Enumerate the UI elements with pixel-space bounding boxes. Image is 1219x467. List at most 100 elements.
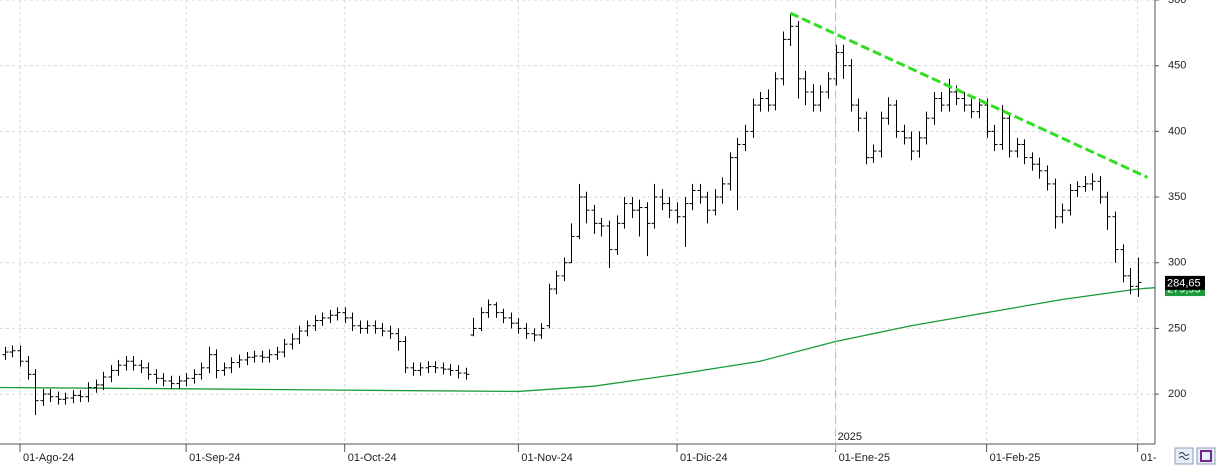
- tool-button[interactable]: [1174, 447, 1194, 465]
- y-tick-label: 200: [1168, 388, 1186, 400]
- ohlc-bar: [425, 361, 432, 374]
- y-tick-label: 300: [1168, 257, 1186, 269]
- ohlc-bar: [319, 312, 326, 326]
- ohlc-bar: [100, 371, 107, 391]
- ohlc-bar: [70, 390, 77, 404]
- ohlc-bar: [440, 362, 447, 375]
- ohlc-bar: [191, 369, 198, 384]
- ohlc-bar: [704, 191, 711, 224]
- ohlc-bar: [176, 375, 183, 389]
- ohlc-bar: [1014, 137, 1021, 158]
- ohlc-bar: [251, 350, 258, 363]
- y-tick-label: 450: [1168, 60, 1186, 72]
- ohlc-bar: [40, 388, 47, 406]
- ohlc-bar: [508, 312, 515, 329]
- tool-icon: [1178, 452, 1190, 460]
- ohlc-bar: [198, 362, 205, 380]
- ohlc-bar: [478, 307, 485, 332]
- ohlc-bar: [32, 369, 39, 416]
- ohlc-bar: [296, 325, 303, 345]
- ohlc-bar: [372, 320, 379, 334]
- ohlc-bar: [266, 349, 273, 363]
- ohlc-bar: [364, 320, 371, 334]
- ohlc-bar: [825, 72, 832, 99]
- ohlc-bar: [500, 308, 507, 324]
- ohlc-bar: [697, 183, 704, 204]
- ohlc-bar: [183, 373, 190, 387]
- ohlc-bar: [485, 299, 492, 318]
- ohlc-bar: [553, 270, 560, 295]
- ohlc-bar: [168, 375, 175, 389]
- ohlc-bar: [312, 315, 319, 332]
- ohlc-bar: [93, 379, 100, 393]
- ohlc-bar: [515, 317, 522, 334]
- ohlc-bar: [999, 105, 1006, 150]
- ohlc-bar: [742, 124, 749, 152]
- ohlc-bar: [621, 197, 628, 229]
- ohlc-bar: [304, 320, 311, 337]
- ohlc-bar: [1074, 181, 1081, 198]
- ohlc-bar: [840, 44, 847, 79]
- price-marker: [1165, 275, 1205, 290]
- ohlc-bar: [810, 84, 817, 112]
- ohlc-bar: [349, 312, 356, 332]
- ohlc-bar: [145, 362, 152, 380]
- ohlc-bar: [666, 197, 673, 219]
- ohlc-bar: [523, 323, 530, 339]
- ohlc-bar: [659, 189, 666, 211]
- ohlc-bar: [606, 220, 613, 268]
- ohlc-bar: [644, 202, 651, 257]
- ohlc-bar: [878, 111, 885, 158]
- ohlc-bar: [387, 325, 394, 339]
- ohlc-bar: [1029, 152, 1036, 171]
- moving-average: [0, 287, 1155, 393]
- ohlc-bar: [976, 98, 983, 119]
- ohlc-bar: [682, 197, 689, 247]
- ohlc-bar: [138, 359, 145, 374]
- ohlc-bar: [470, 317, 477, 337]
- ohlc-bar: [228, 357, 235, 374]
- ohlc-bar: [47, 388, 54, 402]
- ohlc-bar: [614, 215, 621, 255]
- ohlc-bar: [1112, 211, 1119, 263]
- y-tick-label: 250: [1168, 322, 1186, 334]
- ohlc-bar: [55, 391, 62, 405]
- save-icon: [1200, 450, 1212, 462]
- ohlc-bar: [946, 78, 953, 112]
- ohlc-bar: [855, 98, 862, 132]
- ohlc-bar: [901, 124, 908, 145]
- ohlc-bar: [538, 323, 545, 339]
- ohlc-bar: [259, 350, 266, 363]
- ohlc-bar: [848, 59, 855, 112]
- ohlc-bar: [160, 373, 167, 387]
- x-tick-label: 01-Oct-24: [348, 452, 397, 464]
- ohlc-bar: [1097, 176, 1104, 204]
- ohlc-bar: [2, 346, 9, 360]
- ohlc-bar: [1082, 176, 1089, 192]
- ohlc-bar: [629, 197, 636, 219]
- ohlc-bar: [115, 359, 122, 376]
- bottom-tools: [1174, 447, 1216, 465]
- ohlc-bar: [289, 333, 296, 350]
- ohlc-bar: [787, 13, 794, 46]
- ohlc-bar: [719, 177, 726, 204]
- ohlc-bar: [757, 91, 764, 112]
- ohlc-bar: [885, 97, 892, 125]
- ohlc-bar: [734, 137, 741, 211]
- ohlc-bar: [417, 362, 424, 376]
- ohlc-bar: [984, 98, 991, 138]
- x-tick-label: 01-Ene-25: [839, 452, 890, 464]
- ohlc-bar: [689, 183, 696, 211]
- y-tick-label: 400: [1168, 125, 1186, 137]
- ohlc-bar: [244, 352, 251, 366]
- x-tick-label: 01-: [1141, 452, 1157, 464]
- ohlc-bar: [493, 302, 500, 318]
- ohlc-bar: [395, 328, 402, 351]
- ohlc-bar: [62, 392, 69, 405]
- ohlc-bar: [153, 369, 160, 384]
- ohlc-bar: [1104, 191, 1111, 230]
- ohlc-bar: [77, 390, 84, 402]
- ohlc-bar: [802, 70, 809, 106]
- ohlc-bar: [727, 152, 734, 191]
- y-tick-label: 350: [1168, 191, 1186, 203]
